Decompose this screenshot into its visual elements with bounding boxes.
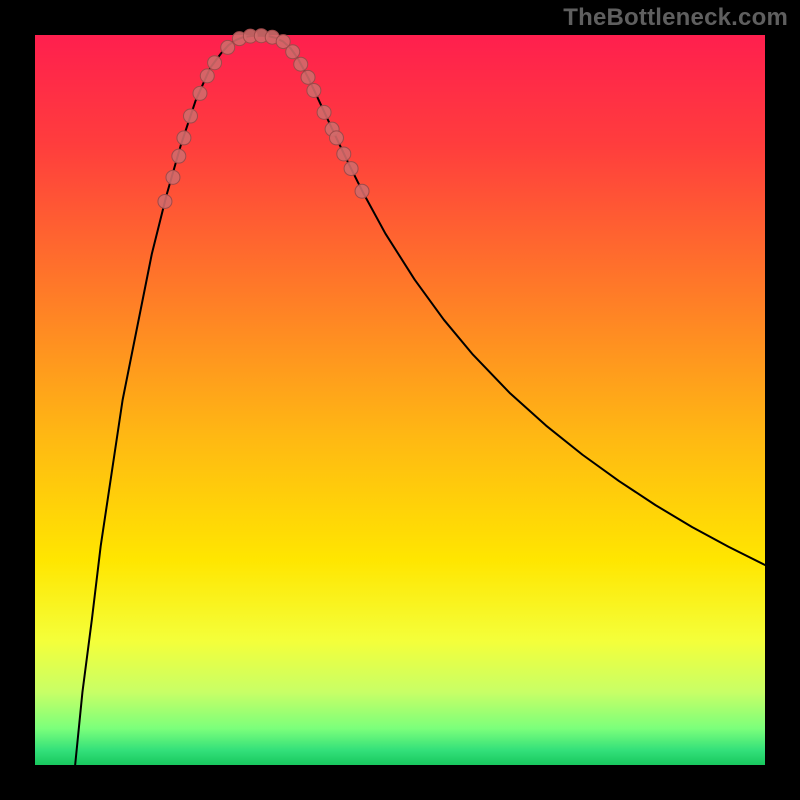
marker-point: [177, 131, 191, 145]
plot-background: [35, 35, 765, 765]
marker-point: [158, 194, 172, 208]
marker-point: [193, 86, 207, 100]
marker-point: [172, 149, 186, 163]
bottleneck-chart: TheBottleneck.com: [0, 0, 800, 800]
marker-point: [208, 56, 222, 70]
marker-point: [286, 45, 300, 59]
marker-point: [166, 170, 180, 184]
marker-point: [183, 109, 197, 123]
chart-svg: [0, 0, 800, 800]
marker-point: [337, 147, 351, 161]
marker-point: [294, 57, 308, 71]
marker-point: [301, 70, 315, 84]
marker-point: [355, 184, 369, 198]
marker-point: [344, 162, 358, 176]
marker-point: [317, 105, 331, 119]
marker-point: [200, 69, 214, 83]
marker-point: [307, 83, 321, 97]
marker-point: [221, 40, 235, 54]
marker-point: [329, 131, 343, 145]
